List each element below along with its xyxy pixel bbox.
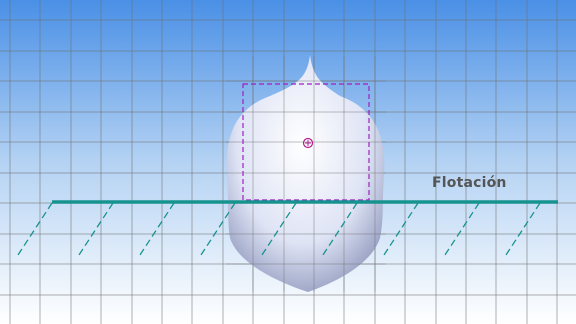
- grid-overlay: [226, 56, 386, 292]
- hull-3d-model[interactable]: [226, 55, 385, 292]
- selection-bounding-box: [242, 83, 370, 201]
- centroid-marker[interactable]: [302, 137, 314, 149]
- waterline-label: Flotación: [432, 175, 507, 191]
